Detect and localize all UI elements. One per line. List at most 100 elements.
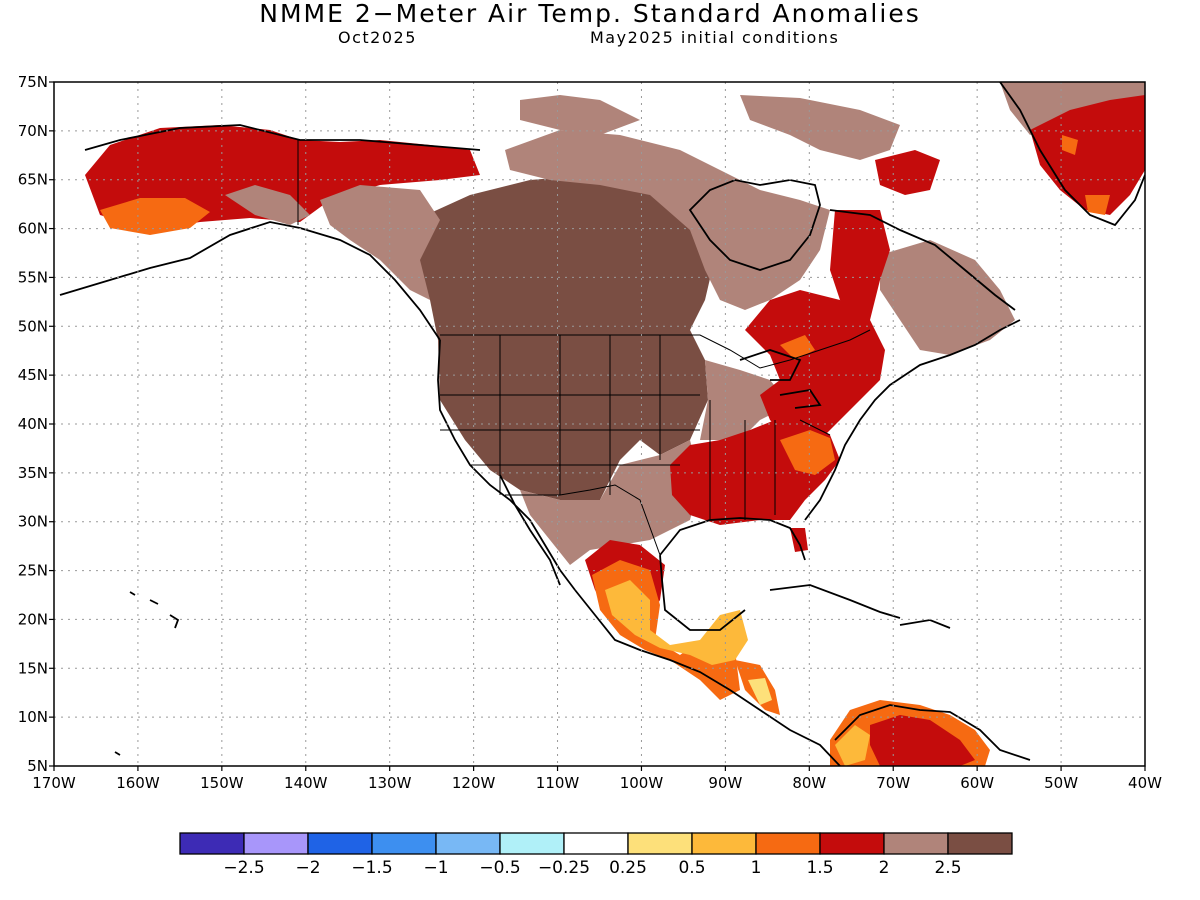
hispaniola — [899, 619, 951, 629]
lon-tick-label: 60W — [960, 774, 994, 792]
lat-tick-label: 30N — [18, 513, 48, 531]
mexico-light-orange — [605, 580, 748, 665]
longitude-axis: 170W 160W 150W 140W 130W 120W 110W 100W 90W 80W 70… — [32, 766, 1162, 792]
alaska-coast — [59, 221, 441, 341]
coastlines — [59, 82, 1145, 766]
colorbar-swatch — [819, 832, 885, 855]
colorbar-swatch — [883, 832, 949, 855]
colorbar-label: −2.5 — [223, 858, 264, 878]
colorbar-label: −0.25 — [538, 858, 590, 878]
greenland-light-brown — [1000, 82, 1145, 135]
colorbar-label: −2 — [295, 858, 320, 878]
lon-tick-label: 40W — [1128, 774, 1162, 792]
lat-tick-label: 75N — [18, 73, 48, 91]
greenland-red — [1030, 95, 1145, 215]
colorbar-label: −0.5 — [479, 858, 520, 878]
colorbar-label: 2 — [879, 858, 890, 878]
lon-tick-label: 130W — [368, 774, 412, 792]
colorbar-label: 0.5 — [678, 858, 705, 878]
us-canada-border — [440, 329, 871, 369]
lon-tick-label: 50W — [1044, 774, 1078, 792]
colorbar-swatch — [947, 832, 1013, 855]
alaska-north-coast — [84, 124, 481, 151]
greenland-orange — [1062, 135, 1078, 155]
greenland-orange-2 — [1085, 195, 1110, 215]
colorbar-label: 0.25 — [609, 858, 647, 878]
hawaii — [114, 591, 180, 756]
lon-tick-label: 150W — [200, 774, 244, 792]
ontario-orange — [780, 335, 815, 360]
lat-tick-label: 35N — [18, 464, 48, 482]
lat-tick-label: 40N — [18, 415, 48, 433]
us-west-coast — [437, 339, 576, 591]
colorbar-swatch — [755, 832, 821, 855]
ontario-red — [745, 290, 885, 440]
lon-tick-label: 70W — [876, 774, 910, 792]
north-light-brown — [505, 130, 830, 310]
labrador-light-brown — [880, 240, 1015, 355]
lon-tick-label: 110W — [536, 774, 580, 792]
lat-tick-label: 10N — [18, 708, 48, 726]
south-america-red — [870, 715, 975, 766]
alaska-orange — [100, 198, 210, 235]
carolina-orange — [780, 430, 835, 475]
east-coast — [804, 319, 1021, 521]
lat-tick-label: 50N — [18, 317, 48, 335]
colorbar-label: −1 — [423, 858, 448, 878]
lat-tick-label: 55N — [18, 268, 48, 286]
gridlines — [54, 82, 1145, 766]
lat-tick-label: 45N — [18, 366, 48, 384]
colorbar-label: 1 — [751, 858, 762, 878]
alaska-light-brown — [225, 185, 310, 225]
arctic-light-brown — [520, 95, 640, 135]
colorbar-swatch — [499, 832, 565, 855]
lat-tick-label: 20N — [18, 610, 48, 628]
lat-tick-label: 60N — [18, 220, 48, 238]
continental-dark-brown — [415, 175, 712, 500]
lon-tick-label: 170W — [32, 774, 76, 792]
colorbar-label: −1.5 — [351, 858, 392, 878]
colorbar-swatch — [435, 832, 501, 855]
western-light-brown — [320, 185, 440, 300]
greenland-coast — [999, 82, 1145, 227]
colorbar-swatch — [563, 832, 629, 855]
midwest-light-brown — [700, 360, 790, 440]
central-america-yellow — [748, 678, 772, 705]
south-america-coast — [834, 704, 1031, 761]
lon-tick-label: 80W — [792, 774, 826, 792]
lat-tick-label: 70N — [18, 122, 48, 140]
lon-tick-label: 100W — [620, 774, 664, 792]
mexico-west-coast — [574, 589, 841, 766]
cuba — [769, 584, 901, 619]
colorbar-swatch — [371, 832, 437, 855]
colorbar-swatch — [691, 832, 757, 855]
great-lakes — [739, 349, 822, 409]
borders — [297, 140, 871, 556]
initial-conditions: May2025 initial conditions — [590, 28, 840, 47]
valid-month: Oct2025 — [338, 28, 417, 47]
labrador-coast — [829, 209, 1016, 311]
lat-tick-label: 25N — [18, 562, 48, 580]
state-lines-3 — [709, 400, 831, 520]
lon-tick-label: 90W — [708, 774, 742, 792]
colorbar-swatch — [627, 832, 693, 855]
lat-tick-label: 15N — [18, 659, 48, 677]
lon-tick-label: 160W — [116, 774, 160, 792]
state-lines-1 — [499, 335, 661, 495]
south-america-light-orange — [835, 725, 870, 766]
lat-tick-label: 65N — [18, 171, 48, 189]
colorbar-swatch — [307, 832, 373, 855]
colorbar-label: 1.5 — [806, 858, 833, 878]
baffin-red — [875, 150, 940, 195]
colorbar-label: 2.5 — [934, 858, 961, 878]
colorbar-swatch — [179, 832, 245, 855]
chart-title: NMME 2−Meter Air Temp. Standard Anomalie… — [259, 0, 921, 28]
mexico-light-brown — [520, 440, 700, 565]
us-mexico-border — [505, 484, 661, 556]
baffin-light-brown — [740, 95, 900, 160]
quebec-red — [830, 210, 890, 330]
lon-tick-label: 140W — [284, 774, 328, 792]
colorbar-swatch — [243, 832, 309, 855]
colorbar: −2.5 −2 −1.5 −1 −0.5 −0.25 0.25 0.5 1 1.5 2 2.5 — [179, 832, 1013, 878]
